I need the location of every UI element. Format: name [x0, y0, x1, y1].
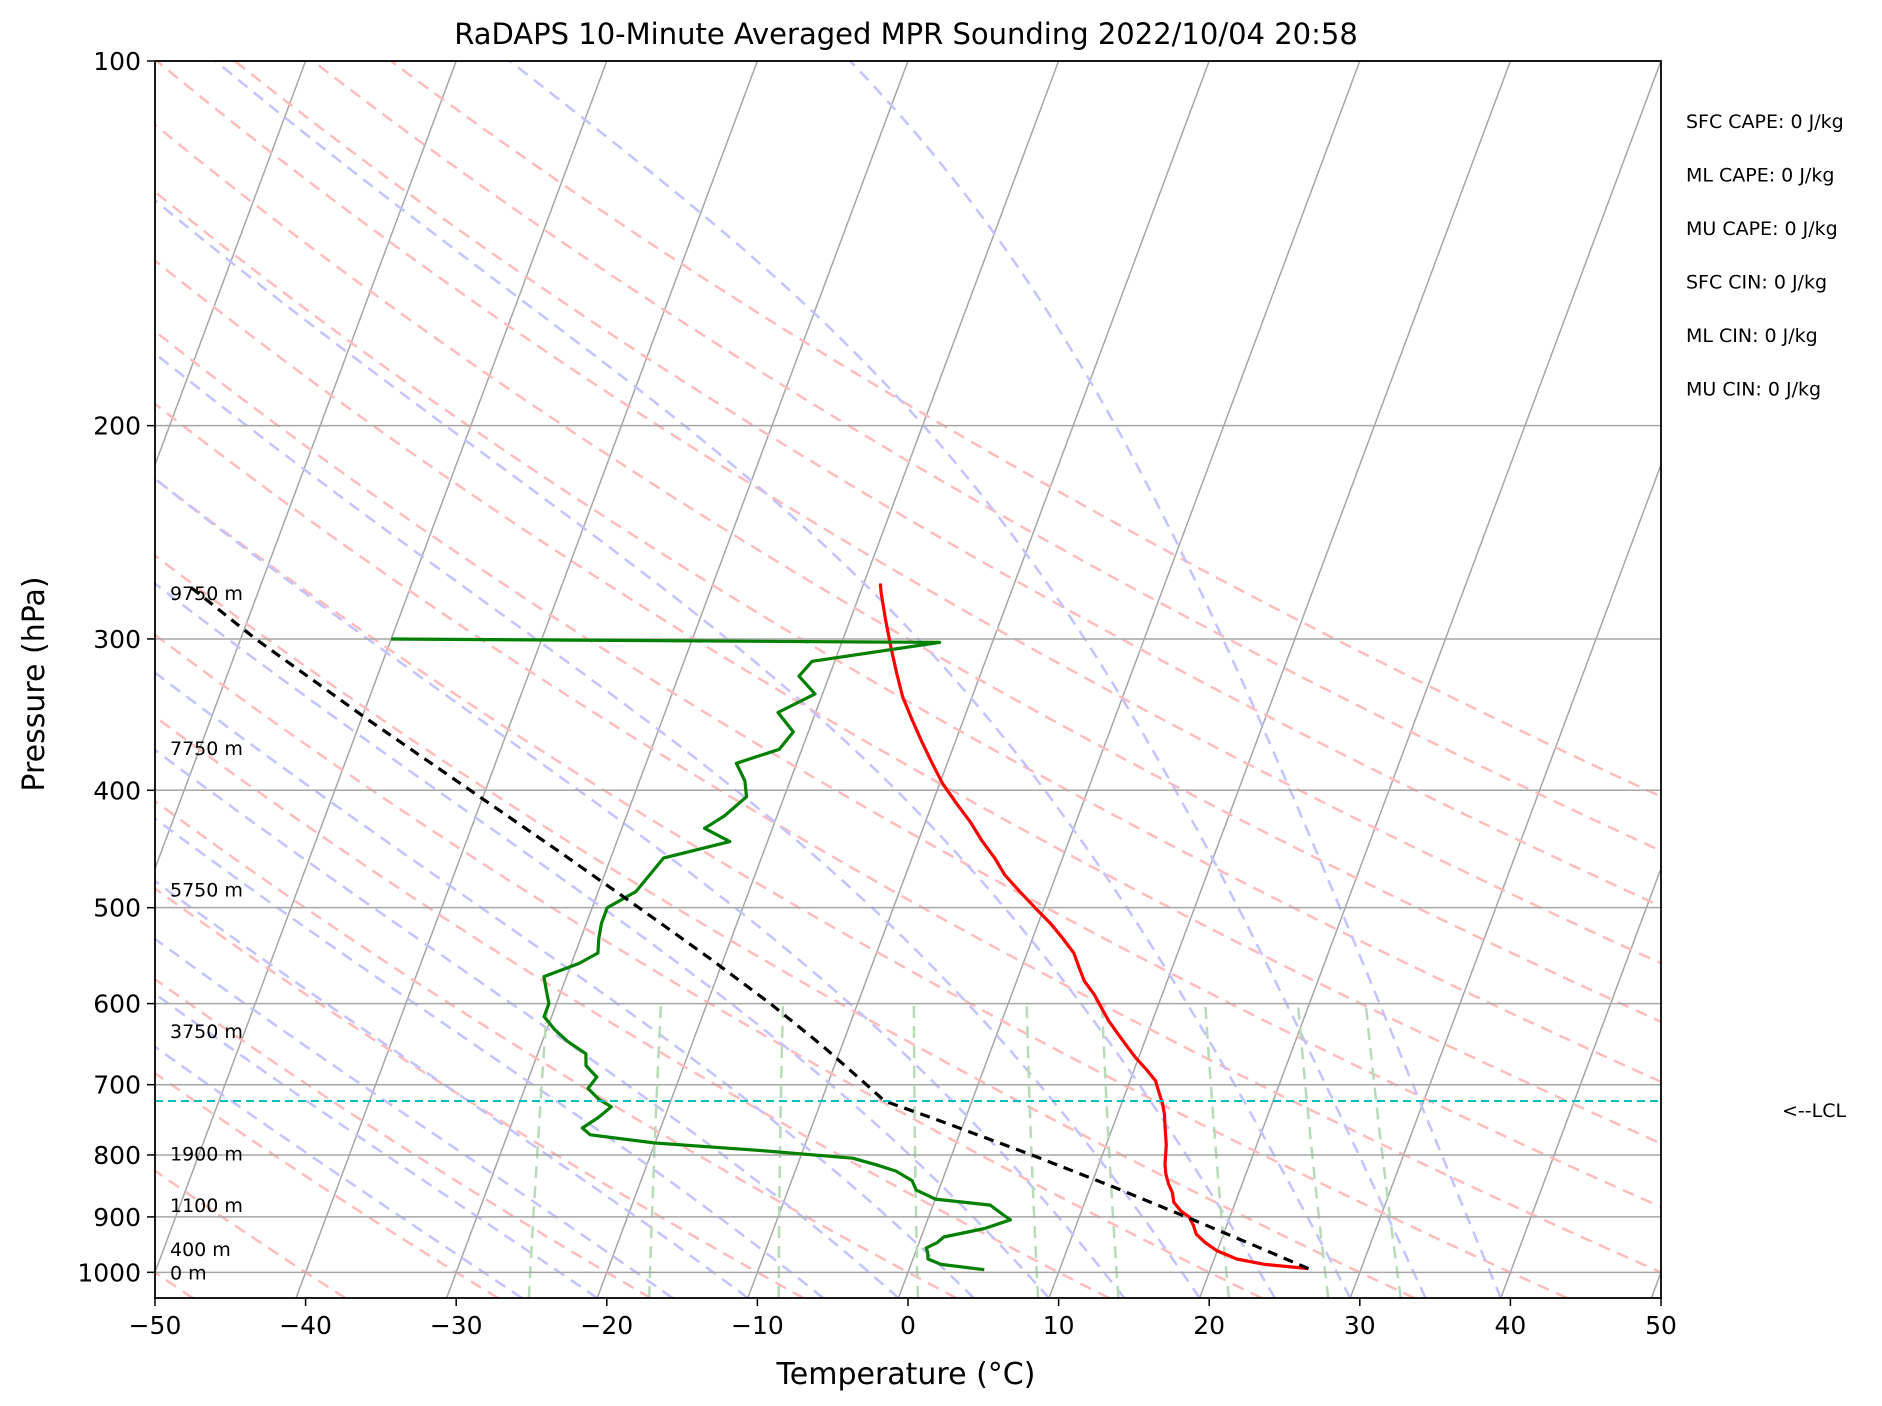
y-tick-label: 700 — [93, 1071, 141, 1100]
dry-adiabat-line — [156, 61, 1661, 965]
x-tick-label: 20 — [1193, 1311, 1225, 1340]
moist-adiabat-line — [155, 351, 1201, 1298]
dry-adiabat-line — [155, 190, 1661, 1084]
y-tick-label: 500 — [93, 894, 141, 923]
mixing-ratio-line — [1296, 1003, 1330, 1298]
isotherm-line — [596, 61, 1060, 1298]
x-tick-label: −10 — [731, 1311, 784, 1340]
height-label: 3750 m — [170, 1021, 243, 1043]
isotherm-line — [1349, 462, 1661, 1298]
moist-adiabat-line — [155, 937, 674, 1298]
isotherm-line — [1500, 866, 1661, 1298]
parameter-label: SFC CIN: 0 J/kg — [1686, 272, 1827, 294]
x-tick-label: 40 — [1494, 1311, 1526, 1340]
y-tick-label: 900 — [93, 1203, 141, 1232]
moist-adiabat-line — [155, 581, 1050, 1298]
parameter-label: SFC CAPE: 0 J/kg — [1686, 111, 1844, 133]
moist-adiabat-line — [155, 671, 975, 1298]
height-label: 400 m — [170, 1239, 231, 1261]
y-tick-label: 400 — [93, 776, 141, 805]
chart-title: RaDAPS 10-Minute Averaged MPR Sounding 2… — [454, 17, 1358, 51]
dry-adiabat-line — [155, 259, 1661, 1145]
dry-adiabat-line — [155, 329, 1661, 1209]
isotherm-line — [155, 61, 307, 467]
dry-adiabat-line — [155, 977, 652, 1298]
height-label: 5750 m — [170, 879, 243, 901]
isotherm-line — [155, 61, 457, 871]
x-tick-label: 0 — [900, 1311, 916, 1340]
lcl-label: <--LCL — [1782, 1100, 1846, 1122]
temperature-profile-line — [878, 583, 1309, 1271]
x-tick-label: −20 — [580, 1311, 633, 1340]
y-tick-label: 200 — [93, 412, 141, 441]
isotherm-line — [155, 61, 608, 1275]
dry-adiabat-line — [390, 61, 1661, 798]
dry-adiabat-line — [312, 61, 1661, 853]
mixing-ratio-line — [1025, 1003, 1040, 1298]
isotherm-line — [1048, 61, 1512, 1298]
height-label: 1100 m — [170, 1195, 243, 1217]
y-tick-label: 1000 — [77, 1258, 141, 1287]
x-axis-title: Temperature (°C) — [776, 1357, 1036, 1392]
moist-adiabat-line — [155, 748, 900, 1298]
height-label: 1900 m — [170, 1144, 243, 1166]
mixing-ratio-line — [527, 1003, 549, 1298]
parameter-label: MU CIN: 0 J/kg — [1686, 379, 1821, 401]
moist-adiabat-line — [214, 61, 1352, 1298]
x-tick-label: −40 — [279, 1311, 332, 1340]
moist-adiabat-line — [155, 879, 749, 1298]
x-tick-label: 30 — [1344, 1311, 1376, 1340]
parameter-label: MU CAPE: 0 J/kg — [1686, 218, 1838, 240]
moist-adiabat-line — [155, 477, 1126, 1298]
dry-adiabat-line — [155, 887, 805, 1298]
isotherm-line — [445, 61, 909, 1298]
y-tick-label: 800 — [93, 1141, 141, 1170]
moist-adiabat-line — [849, 61, 1502, 1298]
mixing-ratio-line — [777, 1003, 785, 1298]
y-axis-title: Pressure (hPa) — [17, 576, 52, 791]
dry-adiabat-line — [155, 123, 1661, 1024]
axes: −50 −40 −30 −20 −10 0 10 20 30 40 50 100 200 300 400 50… — [77, 47, 1677, 1340]
y-tick-label: 100 — [93, 47, 141, 76]
mixing-ratio-line — [1364, 1003, 1403, 1298]
parameter-label: ML CAPE: 0 J/kg — [1686, 165, 1834, 187]
isotherm-line — [897, 61, 1361, 1298]
background-lines — [155, 61, 1661, 1298]
y-tick-label: 600 — [93, 990, 141, 1019]
height-label: 0 m — [170, 1262, 207, 1284]
y-tick-label: 300 — [93, 625, 141, 654]
x-tick-label: −30 — [430, 1311, 483, 1340]
x-tick-label: 50 — [1645, 1311, 1677, 1340]
height-label: 7750 m — [170, 738, 243, 760]
mixing-ratio-line — [647, 1003, 663, 1298]
dry-adiabat-line — [155, 553, 1415, 1298]
mixing-ratio-line — [1100, 1003, 1120, 1298]
moist-adiabat-line — [509, 61, 1427, 1298]
parameter-label: ML CIN: 0 J/kg — [1686, 325, 1818, 347]
height-label: 9750 m — [170, 583, 243, 605]
x-tick-label: −50 — [129, 1311, 182, 1340]
dry-adiabat-line — [155, 633, 1263, 1298]
dewpoint-profile-line — [391, 637, 1012, 1272]
moist-adiabat-line — [155, 198, 1276, 1298]
dry-adiabat-line — [234, 61, 1661, 908]
moist-adiabat-line — [155, 817, 824, 1298]
dry-adiabat-line — [155, 402, 1661, 1274]
profile-lines — [155, 582, 1661, 1272]
x-tick-label: 10 — [1043, 1311, 1075, 1340]
mixing-ratio-line — [1203, 1003, 1231, 1298]
mixing-ratio-line — [912, 1003, 920, 1298]
